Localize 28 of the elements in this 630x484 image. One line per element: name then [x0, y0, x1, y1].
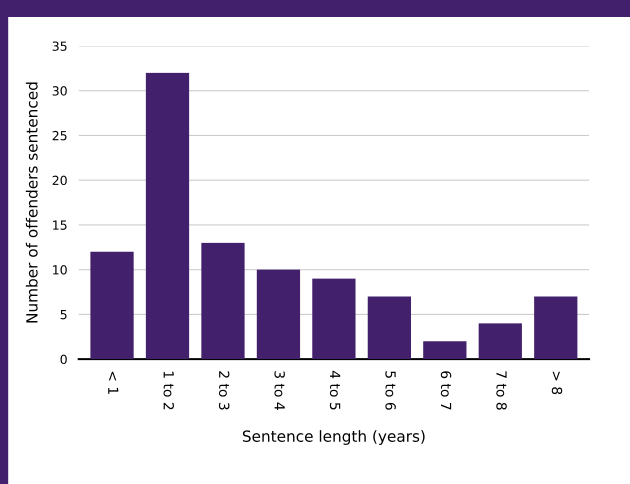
- bar: [423, 341, 466, 360]
- x-tick-label: 2 to 3: [218, 371, 230, 410]
- bar: [534, 296, 578, 360]
- y-tick-label: 35: [52, 41, 67, 51]
- y-tick-label: 0: [60, 354, 67, 364]
- y-tick-label: 20: [52, 176, 67, 186]
- bar: [146, 72, 190, 360]
- y-tick-label: 10: [53, 265, 67, 275]
- bar: [368, 296, 411, 360]
- x-tick-label: 4 to 5: [330, 370, 340, 410]
- y-tick-label: 15: [53, 220, 67, 230]
- x-tick-label: < 1: [108, 372, 118, 394]
- bar: [478, 323, 522, 360]
- bar: [256, 270, 300, 360]
- x-tick-label: 7 to 8: [496, 371, 507, 410]
- y-axis-title: Number of offenders sentenced: [26, 82, 38, 322]
- x-tick-label: > 8: [552, 372, 562, 394]
- x-axis-title: Sentence length (years): [242, 430, 425, 445]
- x-tick-label: 5 to 6: [385, 371, 396, 410]
- bar: [312, 278, 356, 360]
- x-tick-label: 6 to 7: [440, 371, 452, 410]
- bar: [201, 242, 245, 360]
- x-tick-label: 3 to 4: [274, 371, 285, 410]
- bar: [90, 252, 134, 360]
- y-tick-label: 30: [52, 86, 67, 96]
- x-tick-label: 1 to 2: [163, 372, 174, 410]
- y-tick-label: 25: [52, 130, 67, 140]
- y-tick-label: 5: [60, 310, 67, 320]
